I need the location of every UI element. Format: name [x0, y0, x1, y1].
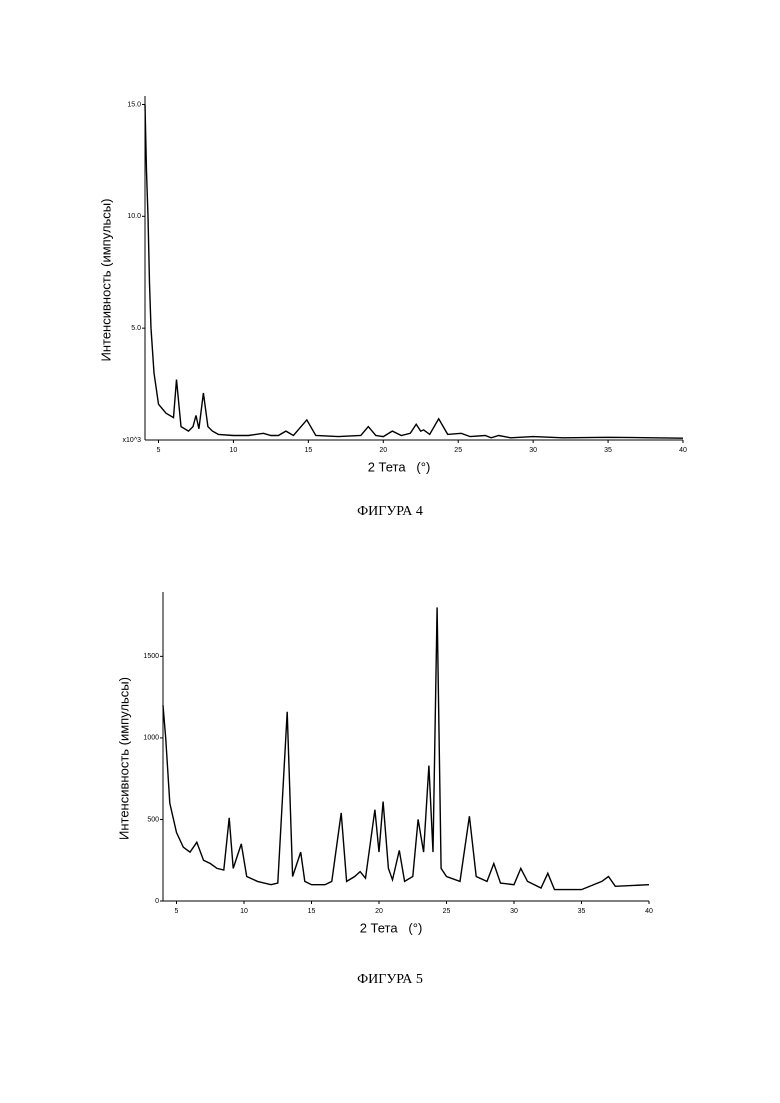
x-tick-label: 25 [454, 447, 462, 454]
x-tick-label: 20 [379, 447, 387, 454]
x-tick-label: 35 [578, 908, 586, 915]
pattern-line [145, 105, 683, 439]
y-tick-label: 10.0 [127, 213, 141, 220]
x-tick-label: 40 [645, 908, 653, 915]
x-tick-label: 20 [375, 908, 383, 915]
y-tick-label: 1000 [143, 735, 159, 742]
y-tick-label: 0 [155, 898, 159, 905]
y-axis-label: Интенсивность (импульсы) [98, 199, 113, 362]
x-tick-label: 10 [240, 908, 248, 915]
page: 5.0 10.0 15.0 5 10 15 20 25 30 35 40 x10^3 2 Тета (°… [0, 0, 780, 1103]
x-tick-label: 5 [157, 447, 161, 454]
figure-caption: ФИГУРА 4 [357, 504, 423, 519]
y-tick-label: 1500 [143, 653, 159, 660]
x-tick-label: 30 [510, 908, 518, 915]
x-axis-label: 2 Тета (°) [368, 459, 431, 474]
y-axis-label: Интенсивность (импульсы) [116, 677, 131, 840]
x-tick-label: 25 [443, 908, 451, 915]
x-axis-label: 2 Тета (°) [360, 920, 423, 935]
x-tick-label: 5 [175, 908, 179, 915]
y-multiplier: x10^3 [123, 437, 142, 444]
x-tick-label: 40 [679, 447, 687, 454]
x-tick-label: 15 [308, 908, 316, 915]
pattern-line [163, 607, 649, 889]
x-tick-label: 15 [304, 447, 312, 454]
y-tick-label: 500 [147, 816, 159, 823]
x-tick-label: 35 [604, 447, 612, 454]
x-tick-label: 30 [529, 447, 537, 454]
y-tick-label: 15.0 [127, 101, 141, 108]
figure-caption: ФИГУРА 5 [357, 972, 423, 987]
x-tick-label: 10 [230, 447, 238, 454]
y-tick-label: 5.0 [131, 325, 141, 332]
